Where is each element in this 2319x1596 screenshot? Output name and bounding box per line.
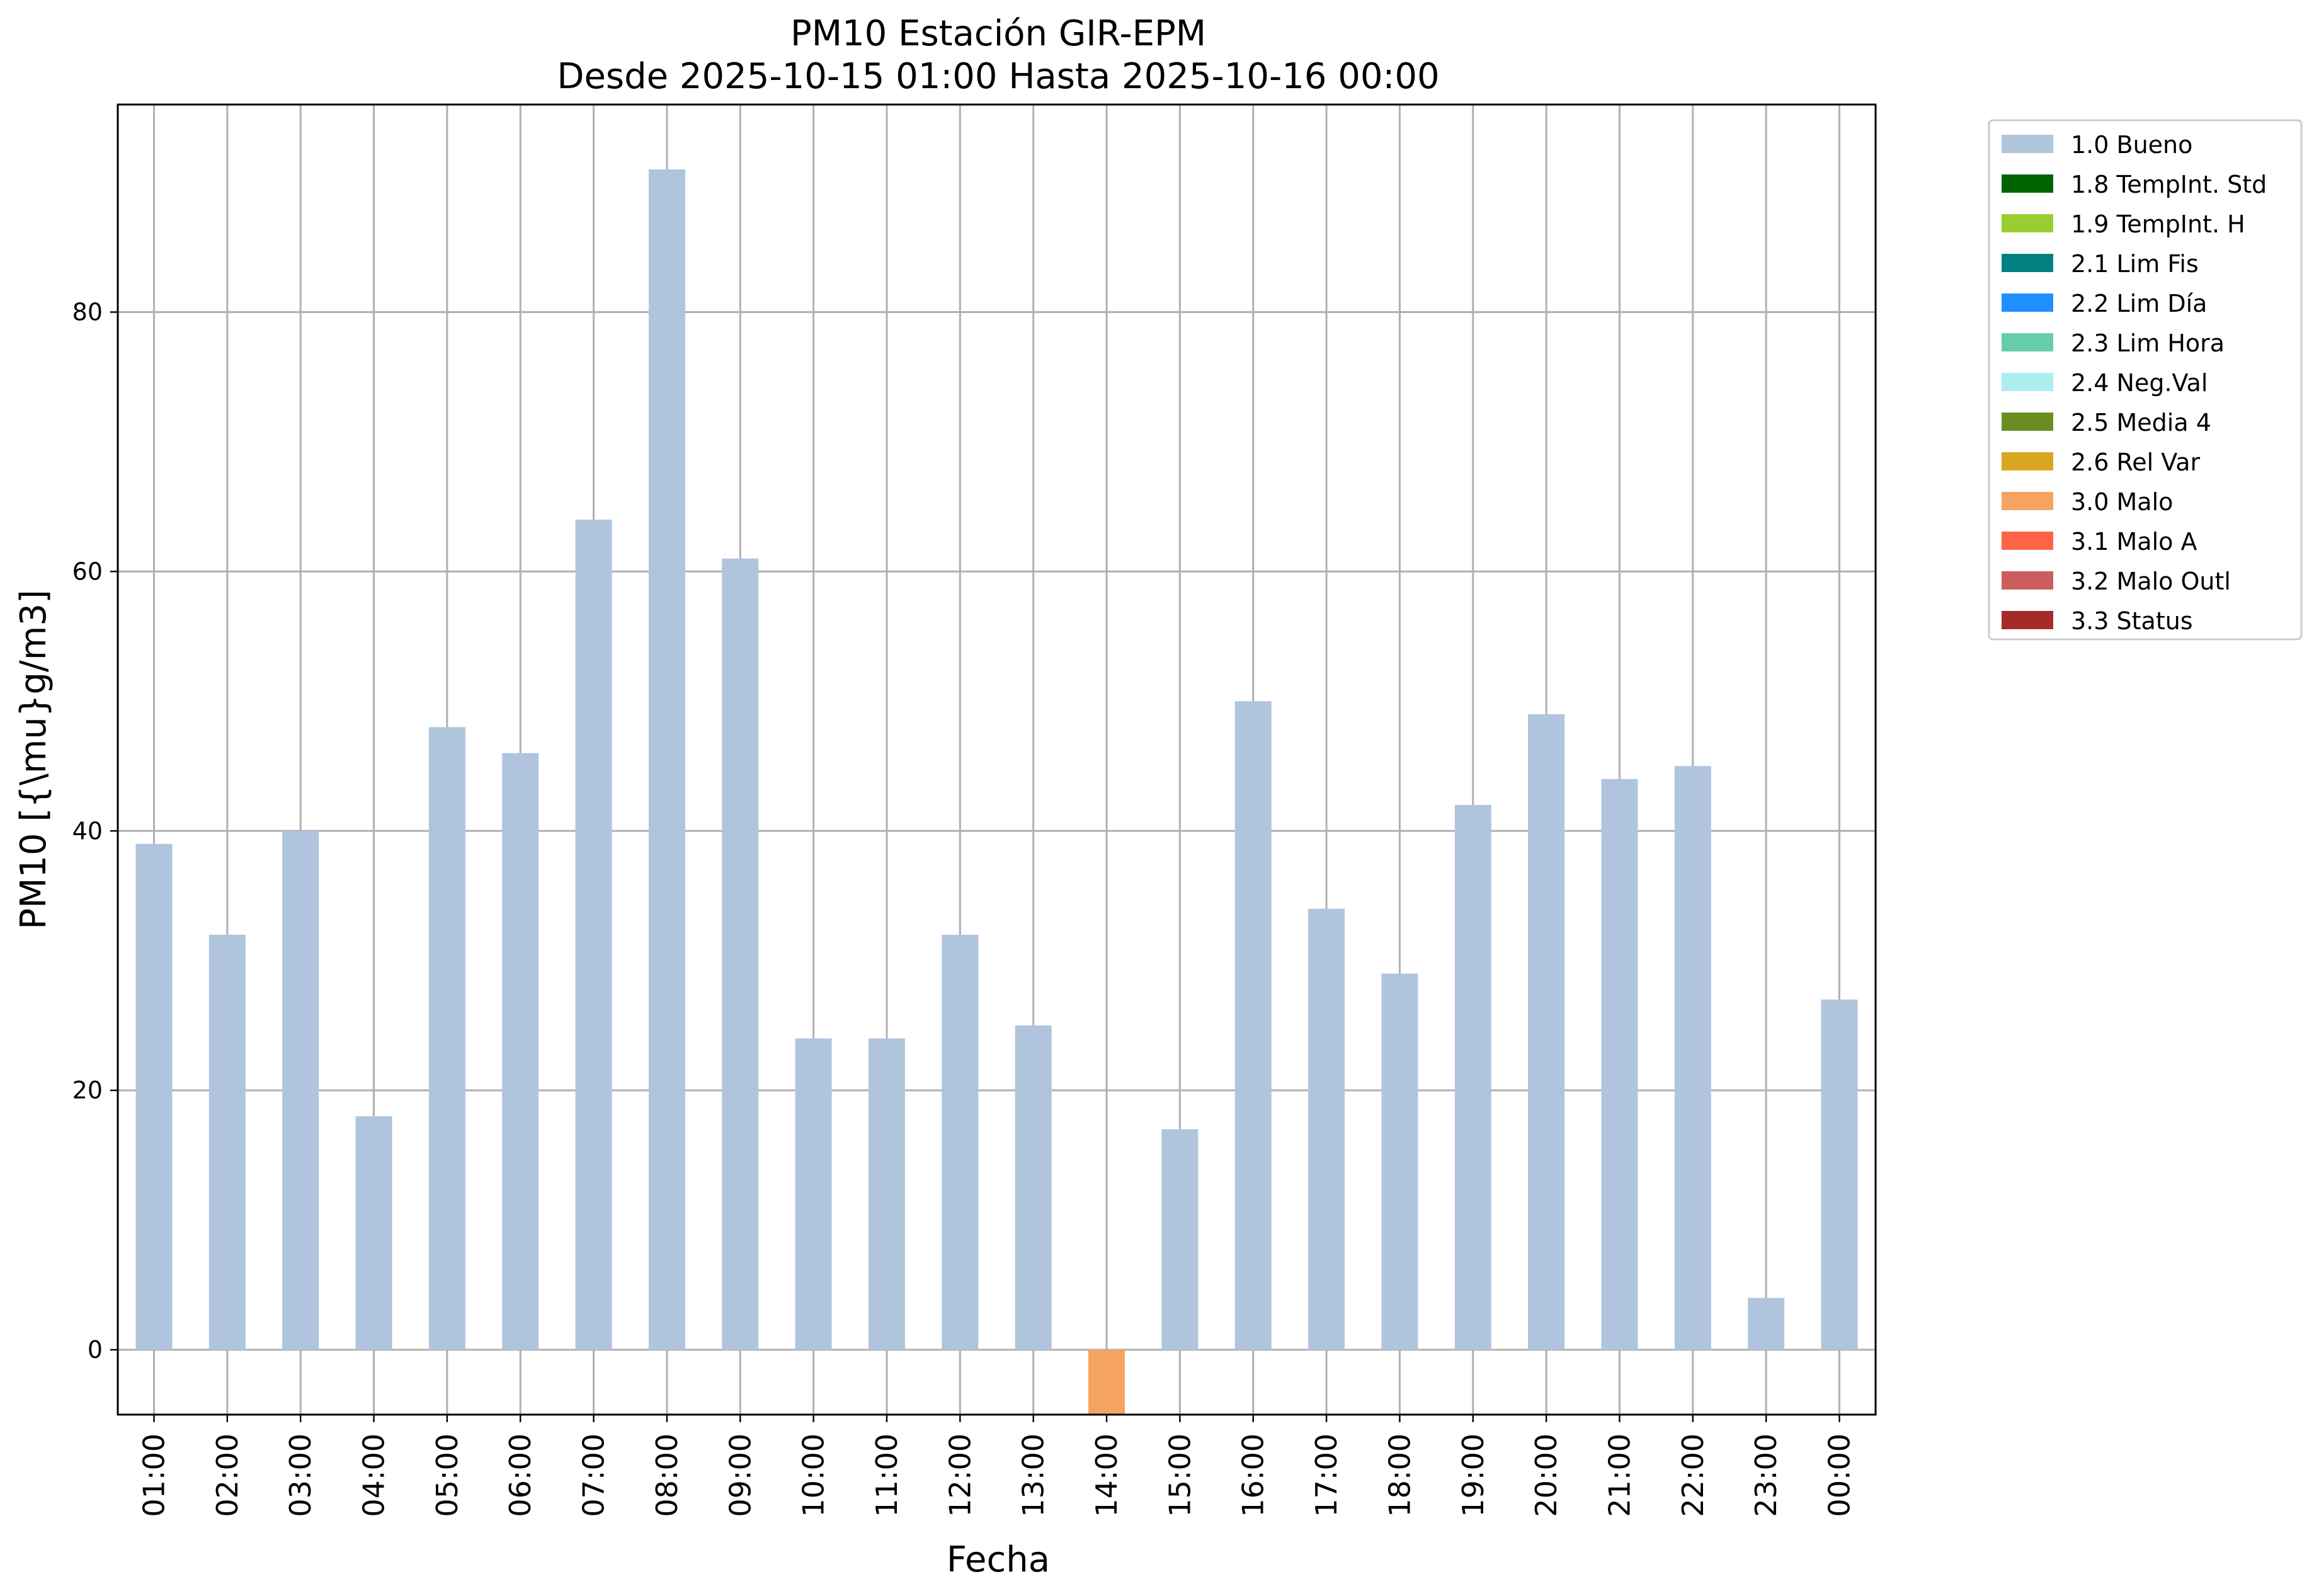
- legend-label: 3.2 Malo Outl: [2071, 567, 2231, 595]
- legend-swatch: [2002, 373, 2053, 391]
- legend-swatch: [2002, 254, 2053, 272]
- bar-0400: [355, 1116, 392, 1350]
- x-tick-label: 11:00: [870, 1434, 904, 1517]
- legend-swatch: [2002, 294, 2053, 312]
- bar-0500: [428, 727, 465, 1350]
- bar-2300: [1748, 1297, 1785, 1350]
- legend-swatch: [2002, 571, 2053, 590]
- x-tick-label: 21:00: [1602, 1434, 1636, 1517]
- legend-swatch: [2002, 492, 2053, 510]
- bar-1600: [1234, 701, 1272, 1350]
- bar-0700: [575, 520, 612, 1350]
- legend-label: 2.5 Media 4: [2071, 409, 2211, 436]
- legend: 1.0 Bueno 1.8 TempInt. Std 1.9 TempInt. H 2…: [1988, 119, 2303, 641]
- bar-2100: [1601, 778, 1638, 1350]
- bar-1900: [1454, 805, 1491, 1350]
- bar-0800: [648, 169, 685, 1350]
- x-tick-label: 05:00: [430, 1434, 464, 1517]
- bars: [135, 169, 1858, 1415]
- y-tick-label: 0: [88, 1336, 103, 1364]
- legend-label: 1.8 TempInt. Std: [2071, 171, 2267, 198]
- legend-swatch: [2002, 214, 2053, 232]
- bar-0100: [135, 843, 173, 1350]
- bar-1100: [868, 1038, 905, 1350]
- legend-label: 3.3 Status: [2071, 607, 2193, 635]
- x-tick-label: 12:00: [943, 1434, 977, 1517]
- legend-swatch: [2002, 333, 2053, 351]
- grid-lines: [118, 105, 1876, 1415]
- x-tick-label: 04:00: [357, 1434, 391, 1517]
- y-tick-label: 60: [72, 557, 103, 585]
- bar-0300: [282, 831, 319, 1350]
- legend-label: 2.1 Lim Fis: [2071, 250, 2199, 278]
- bar-1300: [1015, 1025, 1052, 1350]
- y-axis-label: PM10 [{\mu}g/m3]: [13, 590, 54, 930]
- x-tick-label: 14:00: [1090, 1434, 1124, 1517]
- bar-1500: [1161, 1129, 1199, 1350]
- x-tick-label: 17:00: [1309, 1434, 1343, 1517]
- bar-1400: [1088, 1350, 1125, 1415]
- x-tick-label: 18:00: [1382, 1434, 1416, 1517]
- legend-label: 3.0 Malo: [2071, 488, 2173, 516]
- x-tick-label: 01:00: [137, 1434, 171, 1517]
- legend-frame: [1988, 119, 2303, 641]
- x-tick-label: 06:00: [503, 1434, 537, 1517]
- x-tick-label: 07:00: [577, 1434, 611, 1517]
- y-tick-label: 80: [72, 299, 103, 326]
- bar-0600: [502, 753, 539, 1350]
- chart-title-line-2: Desde 2025-10-15 01:00 Hasta 2025-10-16 …: [557, 56, 1439, 97]
- bar-0000: [1821, 999, 1858, 1350]
- x-axis-label: Fecha: [947, 1539, 1050, 1580]
- x-tick-label: 16:00: [1236, 1434, 1270, 1517]
- x-tick-label: 13:00: [1017, 1434, 1051, 1517]
- bar-1000: [795, 1038, 832, 1350]
- chart-title-line-1: PM10 Estación GIR-EPM: [790, 13, 1206, 54]
- x-tick-label: 23:00: [1749, 1434, 1783, 1517]
- bar-2200: [1674, 766, 1711, 1350]
- x-tick-label: 19:00: [1456, 1434, 1490, 1517]
- legend-label: 2.4 Neg.Val: [2071, 369, 2208, 397]
- y-axis: 0 20 40 60 80: [72, 299, 118, 1364]
- legend-swatch: [2002, 174, 2053, 193]
- legend-swatch: [2002, 532, 2053, 550]
- bar-1200: [942, 935, 979, 1350]
- x-tick-label: 00:00: [1823, 1434, 1857, 1517]
- x-tick-label: 10:00: [797, 1434, 831, 1517]
- legend-label: 2.6 Rel Var: [2071, 448, 2201, 476]
- bar-0200: [208, 935, 246, 1350]
- legend-label: 2.2 Lim Día: [2071, 290, 2207, 317]
- x-tick-label: 15:00: [1163, 1434, 1197, 1517]
- legend-swatch: [2002, 135, 2053, 153]
- bar-1800: [1381, 973, 1418, 1350]
- x-tick-label: 02:00: [210, 1434, 244, 1517]
- x-tick-label: 20:00: [1529, 1434, 1563, 1517]
- legend-swatch: [2002, 413, 2053, 431]
- legend-label: 1.0 Bueno: [2071, 131, 2192, 159]
- legend-label: 2.3 Lim Hora: [2071, 329, 2225, 357]
- bar-2000: [1528, 714, 1565, 1350]
- y-tick-label: 40: [72, 817, 103, 845]
- x-tick-label: 03:00: [283, 1434, 317, 1517]
- x-tick-label: 09:00: [723, 1434, 757, 1517]
- legend-swatch: [2002, 611, 2053, 629]
- x-axis: 01:00 02:00 03:00 04:00 05:00 06:00 07:00 08:00…: [137, 1415, 1857, 1517]
- plot-area-frame: [117, 103, 1877, 1416]
- bar-1700: [1308, 908, 1345, 1350]
- x-tick-label: 22:00: [1676, 1434, 1710, 1517]
- legend-label: 3.1 Malo A: [2071, 528, 2197, 556]
- y-tick-label: 20: [72, 1076, 103, 1104]
- legend-label: 1.9 TempInt. H: [2071, 210, 2245, 238]
- legend-swatch: [2002, 452, 2053, 470]
- x-tick-label: 08:00: [650, 1434, 684, 1517]
- bar-0900: [722, 558, 759, 1350]
